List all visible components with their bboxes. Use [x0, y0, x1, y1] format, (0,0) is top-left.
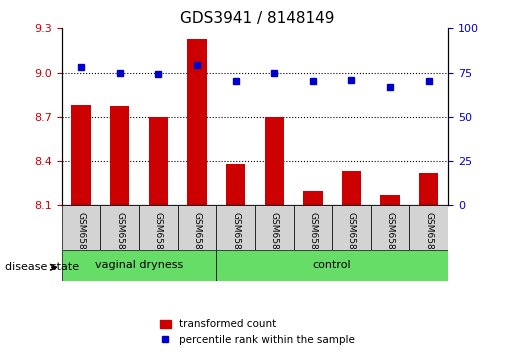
FancyBboxPatch shape — [371, 205, 409, 250]
Bar — [226, 164, 245, 205]
Text: GSM658723: GSM658723 — [115, 212, 124, 267]
FancyBboxPatch shape — [332, 205, 371, 250]
Text: GDS3941 / 8148149: GDS3941 / 8148149 — [180, 11, 335, 25]
Bar — [419, 173, 438, 205]
Text: GSM658725: GSM658725 — [270, 212, 279, 267]
Bar — [72, 105, 91, 205]
Bar — [381, 195, 400, 205]
Legend: transformed count, percentile rank within the sample: transformed count, percentile rank withi… — [156, 315, 359, 349]
Text: disease state: disease state — [5, 262, 79, 272]
Bar — [149, 117, 168, 205]
FancyBboxPatch shape — [294, 205, 332, 250]
Text: control: control — [313, 261, 351, 270]
Bar — [110, 107, 129, 205]
FancyBboxPatch shape — [255, 205, 294, 250]
FancyBboxPatch shape — [216, 205, 255, 250]
Text: GSM658731: GSM658731 — [424, 212, 433, 267]
Bar — [187, 39, 207, 205]
Bar — [265, 117, 284, 205]
FancyBboxPatch shape — [178, 205, 216, 250]
Text: GSM658729: GSM658729 — [347, 212, 356, 267]
Text: GSM658722: GSM658722 — [77, 212, 85, 267]
FancyBboxPatch shape — [409, 205, 448, 250]
FancyBboxPatch shape — [216, 250, 448, 281]
Text: GSM658724: GSM658724 — [231, 212, 240, 267]
Text: GSM658728: GSM658728 — [193, 212, 201, 267]
FancyBboxPatch shape — [62, 250, 216, 281]
Text: GSM658726: GSM658726 — [308, 212, 317, 267]
Text: vaginal dryness: vaginal dryness — [95, 261, 183, 270]
Text: GSM658730: GSM658730 — [386, 212, 394, 267]
FancyBboxPatch shape — [100, 205, 139, 250]
Bar — [303, 190, 322, 205]
FancyBboxPatch shape — [139, 205, 178, 250]
Text: GSM658727: GSM658727 — [154, 212, 163, 267]
FancyBboxPatch shape — [62, 205, 100, 250]
Bar — [342, 171, 361, 205]
